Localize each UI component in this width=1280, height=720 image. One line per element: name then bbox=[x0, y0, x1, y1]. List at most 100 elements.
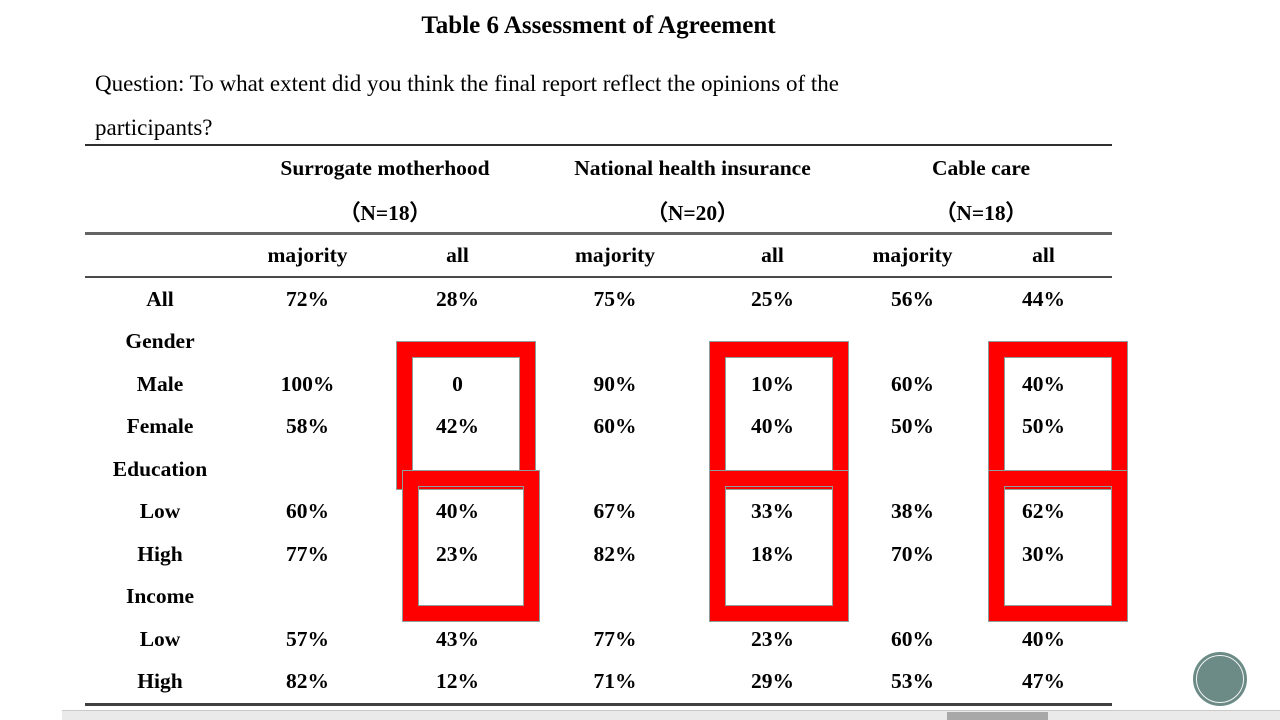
table-row-male: Male 100% 0 90% 10% 60% 40% bbox=[85, 363, 1112, 406]
table-row-all: All 72% 28% 75% 25% 56% 44% bbox=[85, 277, 1112, 321]
row-label: Male bbox=[136, 371, 184, 396]
subheader-all-1: all bbox=[380, 233, 535, 278]
cell: 50% bbox=[1022, 414, 1065, 439]
corner-cell bbox=[85, 145, 235, 190]
cell: 43% bbox=[436, 626, 479, 651]
subheader-majority-3: majority bbox=[850, 233, 975, 278]
cell: 30% bbox=[1022, 541, 1065, 566]
cell: 57% bbox=[286, 626, 329, 651]
cell bbox=[235, 448, 380, 491]
row-label: Education bbox=[112, 456, 208, 481]
cell bbox=[695, 321, 850, 364]
row-label: Gender bbox=[125, 329, 195, 354]
subheader-all-3: all bbox=[975, 233, 1112, 278]
cell bbox=[695, 576, 850, 619]
cell bbox=[380, 576, 535, 619]
cell: 40% bbox=[1022, 626, 1065, 651]
cell bbox=[975, 321, 1112, 364]
cell: 42% bbox=[436, 414, 479, 439]
cell bbox=[380, 448, 535, 491]
cell bbox=[695, 448, 850, 491]
table-row-female: Female 58% 42% 60% 40% 50% 50% bbox=[85, 406, 1112, 449]
row-label: High bbox=[137, 541, 183, 566]
cell bbox=[975, 448, 1112, 491]
cell: 40% bbox=[436, 499, 479, 524]
cell: 90% bbox=[593, 371, 637, 396]
subheader-majority-1: majority bbox=[235, 233, 380, 278]
question-text: Question: To what extent did you think t… bbox=[95, 62, 1075, 149]
cell: 70% bbox=[891, 541, 934, 566]
col-group-cable: Cable care bbox=[931, 155, 1031, 180]
cell bbox=[235, 321, 380, 364]
question-line-1: Question: To what extent did you think t… bbox=[95, 71, 840, 96]
cell: 44% bbox=[1022, 286, 1065, 311]
col-group-insurance: National health insurance bbox=[574, 155, 811, 180]
cell: 29% bbox=[751, 669, 794, 694]
cell: 60% bbox=[891, 626, 934, 651]
subheader-majority-2: majority bbox=[535, 233, 695, 278]
table-row-education-high: High 77% 23% 82% 18% 70% 30% bbox=[85, 533, 1112, 576]
cell: 12% bbox=[436, 669, 479, 694]
row-label: Income bbox=[125, 584, 195, 609]
table-row-income-high: High 82% 12% 71% 29% 53% 47% bbox=[85, 661, 1112, 705]
cell: 23% bbox=[751, 626, 794, 651]
n-cable: （N=18） bbox=[850, 190, 1112, 235]
cell bbox=[380, 321, 535, 364]
row-label: All bbox=[146, 286, 174, 311]
cell: 40% bbox=[751, 414, 794, 439]
table-subheader-row: majority all majority all majority all bbox=[85, 233, 1112, 278]
cell: 28% bbox=[436, 286, 479, 311]
cell: 40% bbox=[1022, 371, 1065, 396]
cell: 10% bbox=[751, 371, 794, 396]
question-line-2: participants? bbox=[95, 114, 213, 140]
cell: 71% bbox=[593, 669, 637, 694]
cell bbox=[850, 321, 975, 364]
cell: 60% bbox=[593, 414, 637, 439]
corner-cell bbox=[85, 190, 235, 235]
cell bbox=[850, 576, 975, 619]
cell: 25% bbox=[751, 286, 794, 311]
cell: 23% bbox=[436, 541, 479, 566]
cell: 75% bbox=[593, 286, 637, 311]
scrollbar-thumb[interactable] bbox=[947, 712, 1048, 720]
row-label: Low bbox=[139, 626, 181, 651]
cell: 53% bbox=[891, 669, 934, 694]
cell bbox=[535, 448, 695, 491]
table-row-income: Income bbox=[85, 576, 1112, 619]
table-row-education-low: Low 60% 40% 67% 33% 38% 62% bbox=[85, 491, 1112, 534]
horizontal-scrollbar[interactable] bbox=[62, 710, 1280, 720]
cell: 56% bbox=[891, 286, 934, 311]
cell: 77% bbox=[286, 541, 329, 566]
cell: 50% bbox=[891, 414, 934, 439]
corner-cell bbox=[85, 233, 235, 278]
assessment-table: Surrogate motherhood National health ins… bbox=[85, 144, 1112, 706]
page-title: Table 6 Assessment of Agreement bbox=[421, 12, 776, 39]
cell: 82% bbox=[593, 541, 637, 566]
cell: 38% bbox=[891, 499, 934, 524]
badge-ring bbox=[1196, 655, 1244, 703]
cell: 77% bbox=[593, 626, 637, 651]
cell bbox=[535, 576, 695, 619]
table-row-gender: Gender bbox=[85, 321, 1112, 364]
row-label: Female bbox=[126, 414, 194, 439]
subheader-all-2: all bbox=[695, 233, 850, 278]
cell: 47% bbox=[1022, 669, 1065, 694]
row-label: Low bbox=[139, 499, 181, 524]
cell: 18% bbox=[751, 541, 794, 566]
teal-circle-badge bbox=[1193, 652, 1247, 706]
row-label: High bbox=[137, 669, 183, 694]
cell bbox=[535, 321, 695, 364]
cell bbox=[975, 576, 1112, 619]
cell: 0 bbox=[452, 371, 463, 396]
cell bbox=[235, 576, 380, 619]
n-insurance: （N=20） bbox=[535, 190, 850, 235]
cell: 58% bbox=[286, 414, 329, 439]
table-n-row: （N=18） （N=20） （N=18） bbox=[85, 190, 1112, 235]
cell: 60% bbox=[286, 499, 329, 524]
cell: 62% bbox=[1022, 499, 1065, 524]
cell: 100% bbox=[280, 371, 335, 396]
cell: 72% bbox=[286, 286, 329, 311]
cell: 60% bbox=[891, 371, 934, 396]
table-row-income-low: Low 57% 43% 77% 23% 60% 40% bbox=[85, 618, 1112, 661]
